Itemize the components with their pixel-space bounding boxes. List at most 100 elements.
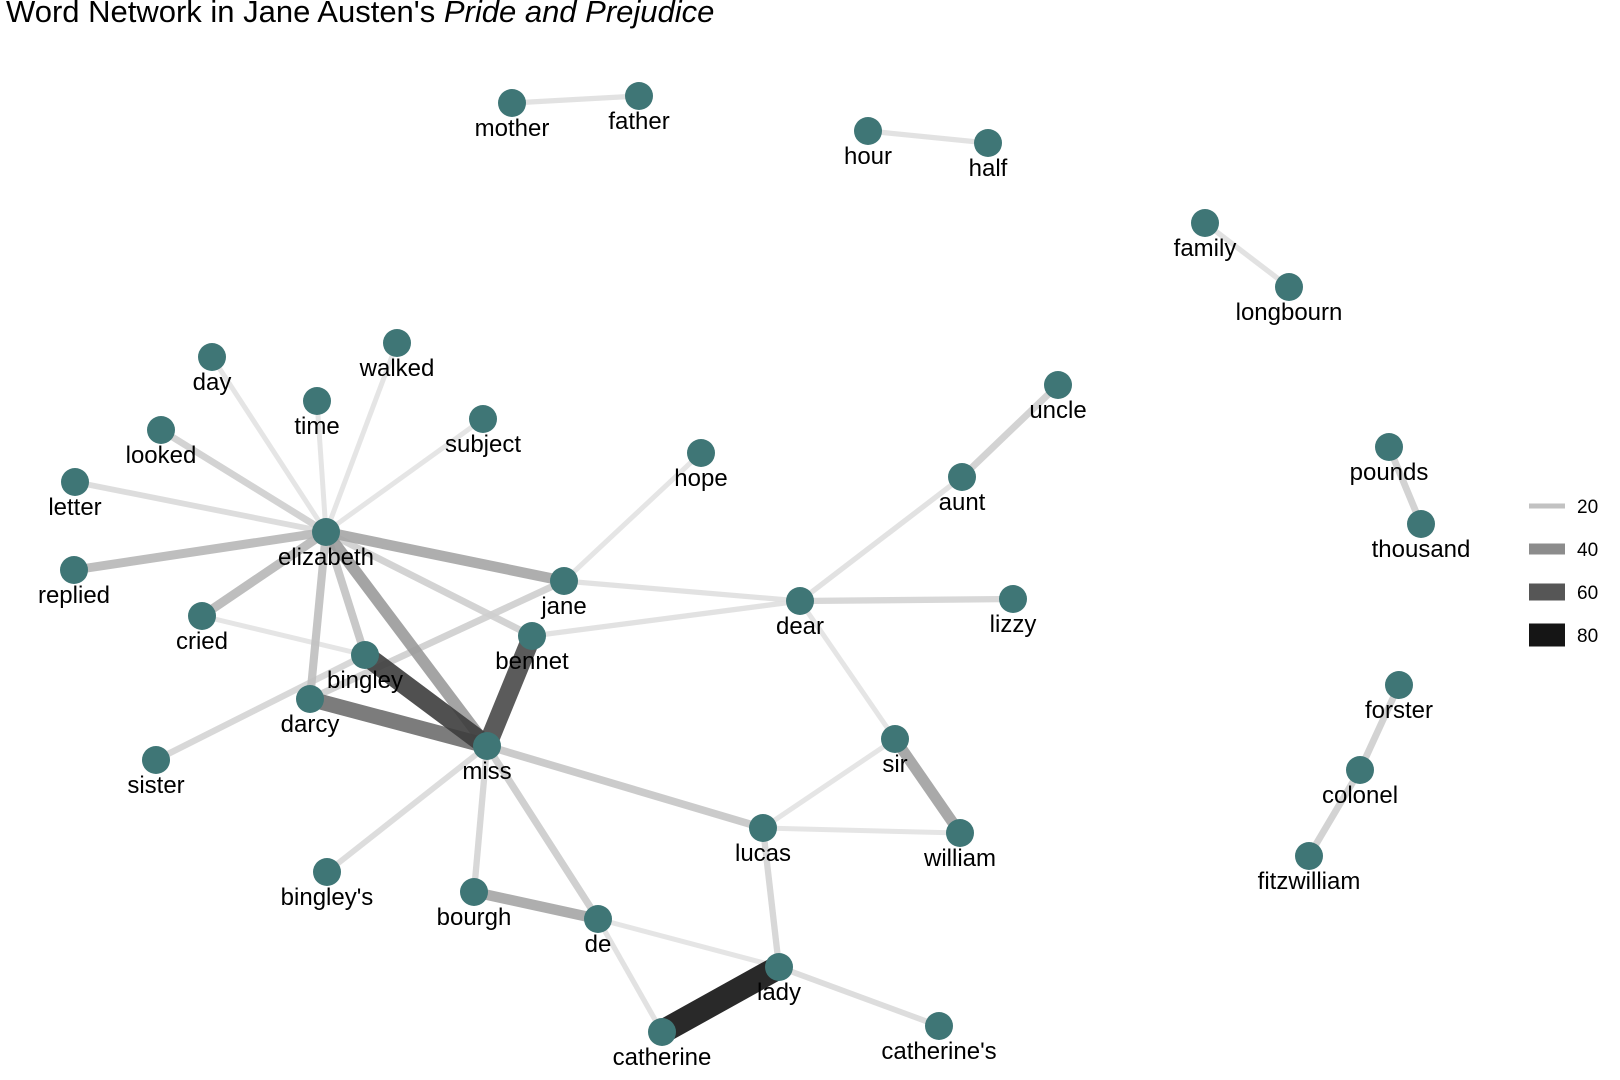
edge-sister-bingley: [154, 652, 367, 763]
node-lizzy: [999, 585, 1027, 613]
node-dear: [786, 587, 814, 615]
edge-miss-de: [484, 744, 601, 921]
node-label-sister: sister: [127, 772, 184, 799]
node-label-lucas: lucas: [735, 840, 791, 867]
edge-bennet-miss: [478, 632, 541, 750]
node-label-half: half: [969, 155, 1008, 182]
node-label-day: day: [193, 369, 232, 396]
edge-elizabeth-cried: [199, 528, 329, 620]
edge-jane-dear: [563, 578, 801, 604]
node-sir: [881, 725, 909, 753]
edge-sir-william: [890, 735, 965, 837]
edge-lady-catherines: [777, 964, 941, 1029]
legend-label-20: 20: [1577, 497, 1598, 518]
edge-aunt-uncle: [959, 382, 1061, 480]
legend-swatch-40: [1529, 543, 1565, 555]
edge-elizabeth-walked: [323, 342, 400, 533]
node-longbourn: [1275, 273, 1303, 301]
node-label-longbourn: longbourn: [1236, 299, 1343, 326]
node-walked: [383, 329, 411, 357]
edge-miss-lucas: [485, 742, 765, 832]
node-lucas: [749, 814, 777, 842]
edge-mother-father: [511, 93, 640, 106]
node-label-catherines: catherine's: [881, 1038, 996, 1065]
edge-elizabeth-subject: [324, 416, 485, 535]
node-looked: [147, 416, 175, 444]
node-label-lady: lady: [757, 979, 801, 1006]
node-label-miss: miss: [462, 758, 511, 785]
node-elizabeth: [312, 518, 340, 546]
node-label-family: family: [1174, 235, 1237, 262]
edge-elizabeth-jane: [324, 526, 566, 587]
node-label-darcy: darcy: [281, 711, 340, 738]
node-sister: [142, 746, 170, 774]
node-pounds: [1375, 433, 1403, 461]
node-subject: [469, 405, 497, 433]
edge-dear-sir: [797, 599, 898, 741]
node-bennet: [518, 622, 546, 650]
node-bourgh: [460, 878, 488, 906]
edge-miss-bingleys: [325, 743, 489, 875]
node-colonel: [1346, 756, 1374, 784]
legend: 20 40 60 80: [1529, 497, 1598, 647]
legend-label-60: 60: [1577, 583, 1598, 604]
edge-elizabeth-bennet: [324, 528, 534, 640]
node-hope: [687, 439, 715, 467]
node-thousand: [1407, 510, 1435, 538]
chart-title: Word Network in Jane Austen's Pride and …: [6, 0, 714, 30]
node-label-sir: sir: [882, 751, 907, 778]
edge-forster-colonel: [1356, 683, 1403, 772]
node-label-looked: looked: [126, 442, 197, 469]
node-miss: [473, 732, 501, 760]
node-label-fitzwilliam: fitzwilliam: [1258, 868, 1361, 895]
node-william: [946, 819, 974, 847]
edge-cried-bingley: [201, 613, 366, 658]
node-label-forster: forster: [1365, 697, 1433, 724]
node-label-elizabeth: elizabeth: [278, 544, 374, 571]
edge-elizabeth-bingley: [322, 530, 369, 657]
node-label-subject: subject: [445, 431, 521, 458]
node-label-lizzy: lizzy: [990, 611, 1037, 638]
node-label-replied: replied: [38, 582, 110, 609]
node-label-de: de: [585, 931, 612, 958]
node-label-bingleys: bingley's: [281, 884, 374, 911]
edge-lucas-sir: [761, 736, 897, 831]
node-aunt: [948, 463, 976, 491]
edge-elizabeth-day: [209, 355, 329, 534]
edge-elizabeth-time: [314, 400, 329, 533]
node-label-letter: letter: [48, 494, 101, 521]
node-label-time: time: [294, 413, 339, 440]
legend-swatch-20: [1529, 503, 1565, 509]
node-label-aunt: aunt: [939, 489, 986, 516]
node-uncle: [1044, 371, 1072, 399]
node-label-dear: dear: [776, 613, 824, 640]
legend-swatch-60: [1529, 583, 1565, 601]
node-family: [1191, 209, 1219, 237]
node-label-colonel: colonel: [1322, 782, 1398, 809]
node-label-bourgh: bourgh: [437, 904, 512, 931]
node-fitzwilliam: [1295, 842, 1323, 870]
node-father: [625, 82, 653, 110]
node-hour: [854, 117, 882, 145]
edge-lady-lucas: [759, 827, 783, 968]
edge-colonel-fitzwilliam: [1306, 768, 1363, 858]
node-half: [974, 129, 1002, 157]
node-label-mother: mother: [475, 115, 550, 142]
node-bingleys: [313, 858, 341, 886]
legend-swatch-80: [1529, 623, 1565, 647]
legend-label-80: 80: [1577, 626, 1598, 647]
node-label-hope: hope: [674, 465, 727, 492]
edge-de-catherine: [595, 917, 665, 1034]
node-label-cried: cried: [176, 628, 228, 655]
node-label-walked: walked: [359, 355, 435, 382]
node-label-father: father: [608, 108, 669, 135]
node-de: [584, 905, 612, 933]
edge-darcy-miss: [308, 691, 489, 754]
node-jane: [550, 567, 578, 595]
edge-catherine-lady: [656, 956, 785, 1043]
node-day: [198, 343, 226, 371]
edge-elizabeth-darcy: [305, 531, 331, 700]
node-label-catherine: catherine: [613, 1044, 712, 1071]
edge-miss-bourgh: [470, 745, 491, 893]
